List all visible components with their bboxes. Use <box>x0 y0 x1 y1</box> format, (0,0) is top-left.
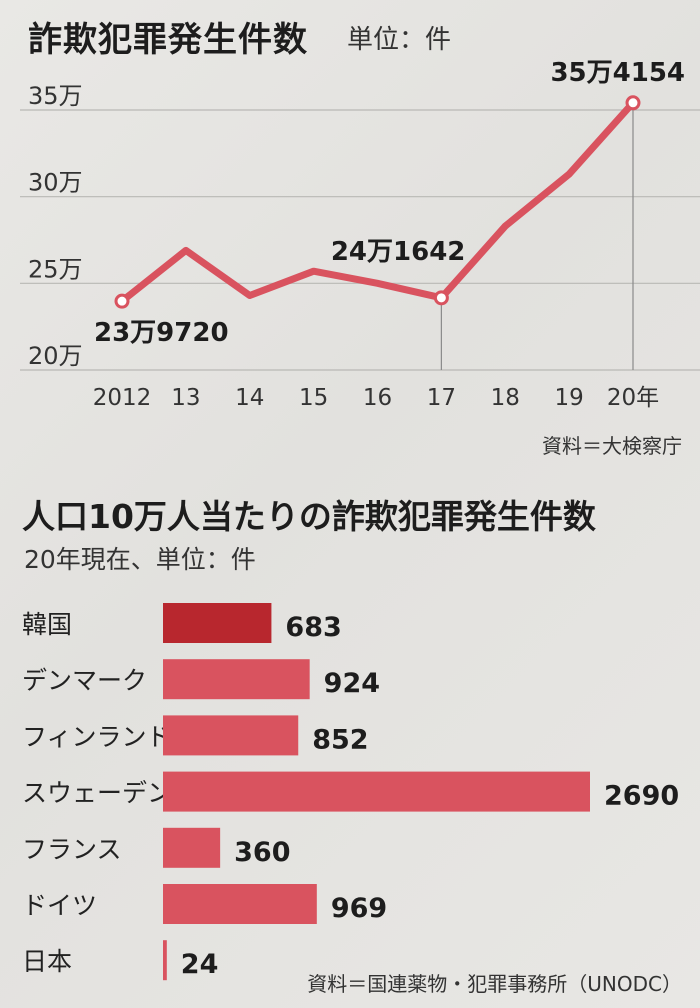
bar <box>163 884 317 924</box>
data-point-marker <box>625 95 641 111</box>
bar <box>163 603 272 643</box>
series-line <box>118 99 637 305</box>
data-label: 23万9720 <box>94 318 229 348</box>
y-tick-label: 25万 <box>28 255 83 283</box>
bar-category-label: フランス <box>22 835 122 864</box>
bar-value-label: 969 <box>331 893 387 924</box>
bar-value-label: 2690 <box>604 781 679 812</box>
bar-value-label: 683 <box>285 612 341 643</box>
x-tick-label: 13 <box>171 385 200 411</box>
bar-category-label: デンマーク <box>22 666 147 695</box>
line-chart-title: 詐欺犯罪発生件数 <box>28 20 308 60</box>
bar-chart-source: 資料＝国連薬物・犯罪事務所（UNODC） <box>307 972 682 996</box>
data-label: 35万4154 <box>550 58 685 88</box>
x-tick-label: 14 <box>235 385 264 411</box>
y-tick-label: 20万 <box>28 342 83 370</box>
bar <box>163 827 221 868</box>
x-tick-label: 16 <box>363 385 392 411</box>
x-tick-label: 19 <box>554 385 583 411</box>
data-label: 24万1642 <box>331 237 466 267</box>
bar-value-label: 24 <box>181 949 219 980</box>
bar-chart-title: 人口10万人当たりの詐欺犯罪発生件数 <box>22 497 596 536</box>
x-tick-label: 18 <box>491 385 520 411</box>
bar-value-label: 924 <box>324 668 380 699</box>
bar <box>163 715 299 756</box>
bar-category-label: フィンランド <box>22 722 172 751</box>
y-tick-label: 35万 <box>28 82 83 110</box>
line-chart: 20万 25万 30万 35万 2012 13 14 15 16 17 18 19 20年 23万9720… <box>20 58 700 411</box>
data-point-marker <box>433 290 449 306</box>
x-tick-label: 17 <box>427 385 456 411</box>
bar-chart-subtitle: 20年現在、単位：件 <box>24 545 256 574</box>
bar-category-label: スウェーデン <box>22 779 172 808</box>
x-tick-label: 2012 <box>93 385 152 411</box>
bar-category-label: 韓国 <box>22 610 72 639</box>
data-point-marker <box>114 293 130 309</box>
bar <box>163 940 167 981</box>
x-tick-label: 15 <box>299 385 328 411</box>
bar-category-label: 日本 <box>22 947 72 976</box>
bar-value-label: 360 <box>234 837 290 868</box>
bar-value-label: 852 <box>312 724 368 755</box>
line-chart-source: 資料＝大検察庁 <box>542 434 682 458</box>
bar-category-label: ドイツ <box>22 891 97 920</box>
bar <box>163 659 310 700</box>
bar <box>163 771 590 812</box>
line-chart-unit: 単位：件 <box>347 25 452 55</box>
x-tick-label: 20年 <box>607 385 659 411</box>
y-tick-label: 30万 <box>28 169 83 197</box>
